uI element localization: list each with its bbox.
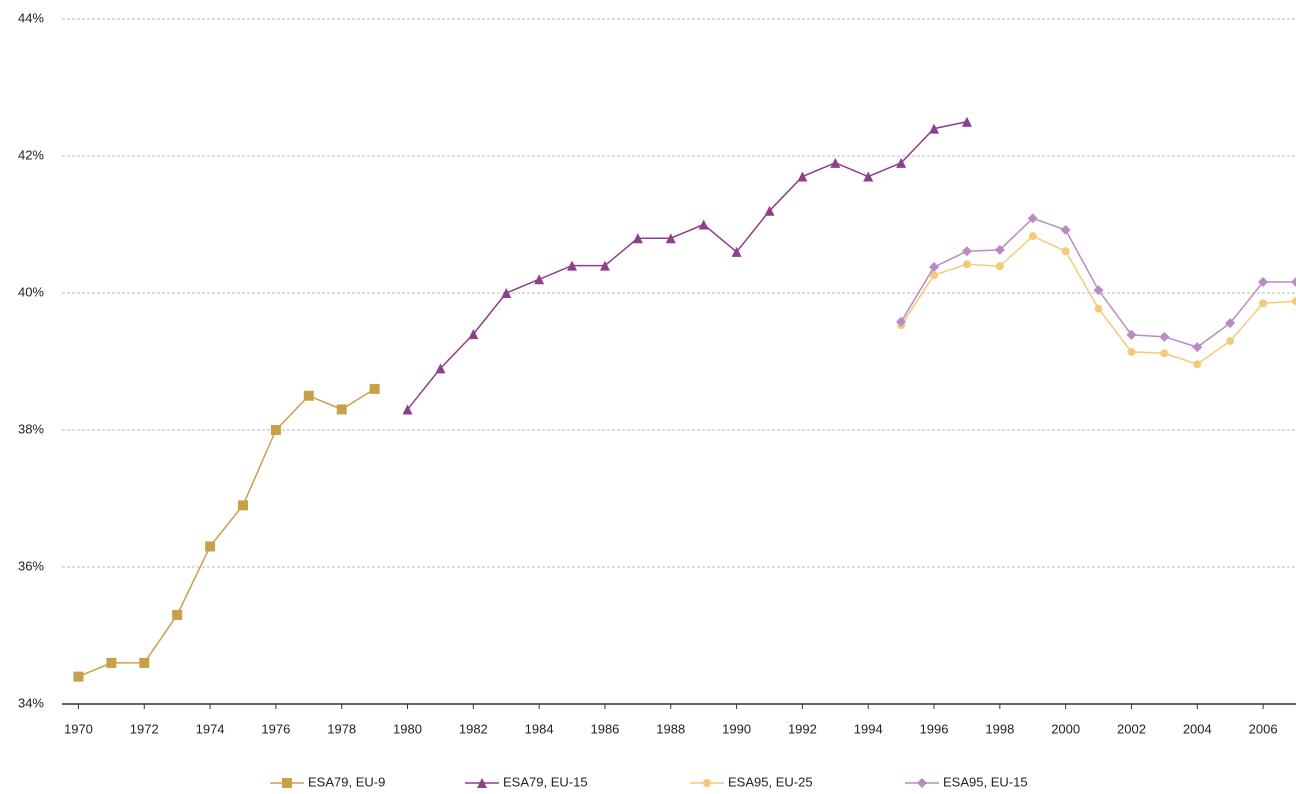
data-point: [1061, 247, 1070, 256]
data-point: [237, 500, 248, 511]
data-point: [1027, 213, 1038, 224]
data-point: [369, 383, 380, 394]
x-tick-label: 1984: [525, 721, 554, 736]
x-tick-label: 1992: [788, 721, 817, 736]
legend-marker: [703, 779, 711, 787]
y-tick-label: 44%: [18, 10, 44, 25]
data-point: [930, 271, 939, 280]
data-point: [468, 329, 479, 340]
data-point: [567, 260, 578, 271]
x-tick-label: 2002: [1117, 721, 1146, 736]
legend-label: ESA95, EU-25: [728, 774, 813, 789]
x-tick-label: 1982: [459, 721, 488, 736]
y-tick-label: 42%: [18, 147, 44, 162]
x-tick-label: 1994: [854, 721, 883, 736]
series-line: [900, 217, 1296, 348]
data-point: [534, 274, 545, 285]
data-point: [1225, 318, 1236, 329]
x-tick-label: 1972: [130, 721, 159, 736]
data-point: [270, 425, 281, 435]
data-point: [1093, 285, 1104, 296]
data-point: [139, 657, 150, 668]
legend-label: ESA95, EU-15: [943, 774, 1028, 789]
x-tick-label: 1970: [64, 721, 93, 736]
x-tick-label: 2000: [1051, 721, 1080, 736]
data-point: [1127, 347, 1136, 356]
y-tick-label: 38%: [18, 421, 44, 436]
data-point: [929, 261, 940, 272]
data-point: [1259, 299, 1268, 308]
data-point: [1160, 349, 1169, 358]
x-tick-label: 2004: [1183, 721, 1212, 736]
legend-marker: [477, 778, 487, 788]
data-point: [896, 157, 907, 168]
legend-marker: [917, 778, 927, 788]
data-point: [1028, 232, 1037, 241]
x-tick-label: 1980: [393, 721, 422, 736]
data-point: [764, 205, 775, 216]
data-point: [1159, 331, 1170, 342]
data-point: [1258, 277, 1269, 288]
data-point: [830, 157, 841, 168]
x-tick-label: 1998: [985, 721, 1014, 736]
x-tick-label: 1978: [327, 721, 356, 736]
y-tick-label: 36%: [18, 558, 44, 573]
data-point: [1192, 342, 1203, 353]
data-point: [962, 260, 971, 269]
x-tick-label: 1976: [261, 721, 290, 736]
data-point: [1094, 304, 1103, 313]
data-point: [1226, 336, 1235, 345]
data-point: [336, 404, 347, 415]
x-tick-label: 1986: [590, 721, 619, 736]
series-line: [78, 388, 376, 678]
data-point: [501, 288, 512, 298]
data-point: [698, 219, 709, 230]
data-point: [599, 260, 610, 271]
legend-marker: [282, 778, 292, 788]
data-point: [896, 316, 907, 327]
x-tick-label: 1990: [722, 721, 751, 736]
data-point: [961, 116, 972, 127]
data-point: [106, 657, 117, 668]
data-point: [632, 233, 643, 244]
data-point: [797, 171, 808, 182]
data-point: [303, 390, 314, 401]
data-point: [1291, 277, 1296, 288]
x-tick-label: 1974: [196, 721, 225, 736]
data-point: [995, 262, 1004, 271]
series-line: [900, 235, 1296, 366]
data-point: [172, 609, 183, 620]
data-point: [205, 541, 216, 552]
y-tick-label: 34%: [18, 695, 44, 710]
series-line: [406, 121, 968, 410]
data-point: [1292, 297, 1296, 306]
data-point: [402, 404, 413, 415]
data-point: [1060, 224, 1071, 235]
data-point: [961, 246, 972, 257]
data-point: [73, 671, 84, 682]
data-point: [665, 233, 676, 244]
legend-label: ESA79, EU-15: [503, 774, 588, 789]
legend-label: ESA79, EU-9: [308, 774, 385, 789]
x-tick-label: 2006: [1249, 721, 1278, 736]
data-point: [1126, 329, 1137, 340]
x-tick-label: 1988: [656, 721, 685, 736]
data-point: [929, 123, 940, 134]
data-point: [731, 246, 742, 257]
data-point: [863, 171, 874, 182]
data-point: [994, 244, 1005, 255]
x-tick-label: 1996: [920, 721, 949, 736]
data-point: [1193, 360, 1202, 369]
y-tick-label: 40%: [18, 284, 44, 299]
data-point: [435, 363, 446, 374]
